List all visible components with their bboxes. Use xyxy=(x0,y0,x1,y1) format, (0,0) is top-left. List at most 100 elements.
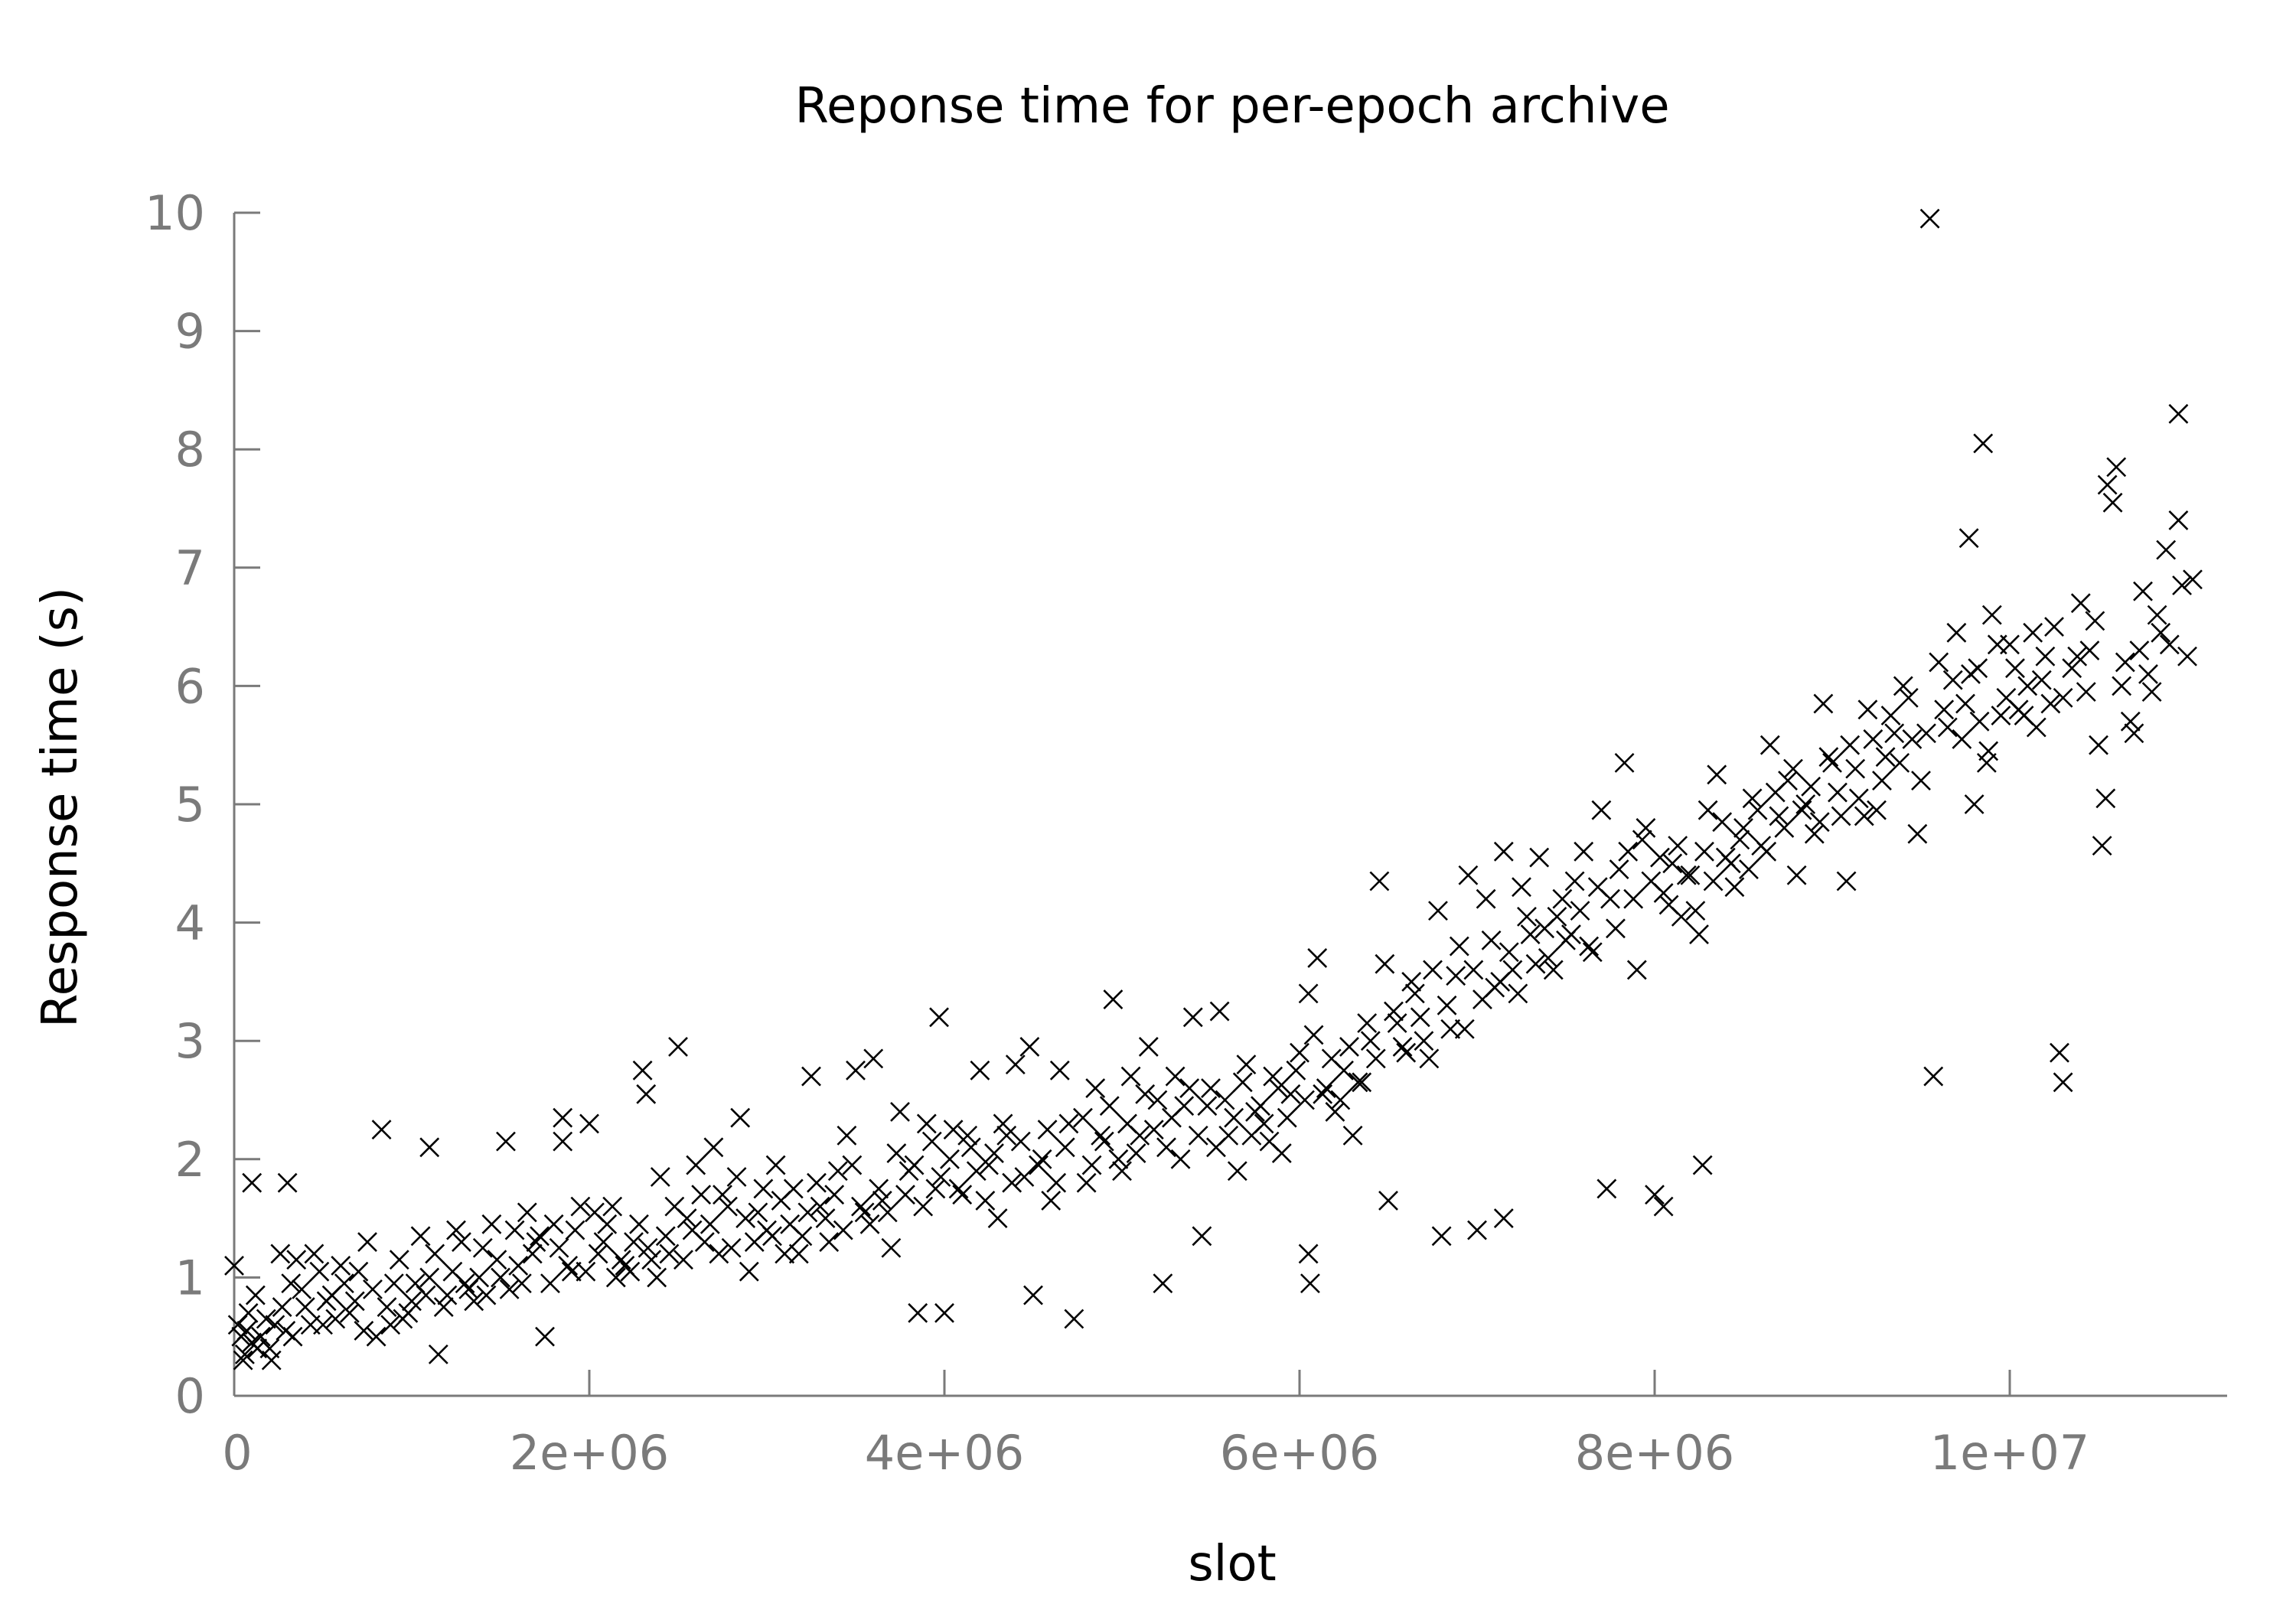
data-point xyxy=(2062,658,2082,679)
data-point xyxy=(433,1297,454,1317)
data-point xyxy=(256,1309,276,1329)
data-point xyxy=(2076,682,2096,702)
data-point xyxy=(730,1107,751,1128)
data-point xyxy=(419,1137,440,1158)
data-point xyxy=(1041,1190,1062,1211)
data-point xyxy=(1902,729,1923,749)
data-point xyxy=(739,1261,759,1282)
data-point xyxy=(1946,622,1967,643)
data-point xyxy=(1958,528,1979,549)
data-point xyxy=(1911,771,1931,790)
data-point xyxy=(2044,617,2064,637)
y-tick-label: 3 xyxy=(175,1013,205,1069)
data-point xyxy=(1929,652,1949,673)
data-point xyxy=(508,1256,529,1276)
data-point xyxy=(1632,830,1652,850)
data-point xyxy=(2120,711,2141,732)
data-point xyxy=(895,1185,915,1205)
data-point xyxy=(851,1196,871,1217)
data-point xyxy=(2156,539,2177,560)
data-point xyxy=(250,1326,271,1347)
data-point xyxy=(1848,788,1869,809)
data-point xyxy=(1481,930,1502,950)
data-point xyxy=(504,1220,525,1240)
data-point xyxy=(1396,1042,1417,1063)
x-tick-label: 8e+06 xyxy=(1575,1425,1734,1481)
data-point xyxy=(464,1291,484,1312)
data-point xyxy=(579,1113,599,1134)
data-point xyxy=(682,1220,703,1240)
data-point xyxy=(2005,658,2025,679)
data-point xyxy=(565,1220,585,1240)
data-point xyxy=(2067,646,2088,667)
data-point xyxy=(872,1190,892,1211)
data-point xyxy=(1348,1072,1368,1093)
data-point xyxy=(469,1267,490,1288)
data-point xyxy=(753,1178,774,1199)
y-tick-label: 5 xyxy=(175,777,205,833)
data-point xyxy=(2102,492,2123,513)
data-point xyxy=(1330,1090,1351,1110)
data-point xyxy=(842,1155,863,1175)
data-point xyxy=(1143,1120,1164,1140)
data-point xyxy=(1836,871,1857,892)
data-point xyxy=(1268,1078,1289,1098)
data-point xyxy=(1156,1137,1176,1158)
data-point xyxy=(1813,693,1834,714)
data-point xyxy=(1423,960,1443,980)
data-point xyxy=(316,1291,337,1312)
data-point xyxy=(1197,1096,1218,1116)
data-point xyxy=(1662,853,1683,874)
data-point xyxy=(1769,806,1789,826)
data-point xyxy=(561,1261,582,1282)
data-point xyxy=(1232,1072,1253,1093)
data-point xyxy=(2085,611,2105,631)
data-point xyxy=(1792,800,1812,820)
data-point xyxy=(957,1125,978,1146)
data-point xyxy=(2070,593,2091,614)
data-point xyxy=(1209,1001,1230,1022)
data-point xyxy=(966,1161,987,1182)
data-point xyxy=(292,1279,312,1299)
data-point xyxy=(1206,1137,1226,1158)
data-point xyxy=(437,1285,458,1305)
data-point xyxy=(1730,830,1750,850)
data-point xyxy=(522,1244,543,1264)
data-point xyxy=(1259,1131,1280,1152)
data-point xyxy=(476,1285,497,1305)
y-tick-label: 0 xyxy=(175,1368,205,1424)
data-point xyxy=(389,1250,409,1270)
data-point xyxy=(1747,800,1768,820)
data-point xyxy=(2141,682,2162,702)
data-point xyxy=(300,1315,321,1335)
data-point xyxy=(1369,871,1390,892)
data-point xyxy=(1251,1096,1270,1116)
data-point xyxy=(481,1214,502,1234)
data-point xyxy=(1286,1060,1306,1081)
data-point xyxy=(2035,646,2056,667)
data-point xyxy=(1316,1078,1336,1098)
data-point xyxy=(245,1285,266,1305)
data-point xyxy=(2129,641,2150,660)
data-point xyxy=(833,1220,853,1240)
data-point xyxy=(788,1244,809,1264)
data-point xyxy=(1828,782,1848,803)
data-point xyxy=(334,1273,354,1294)
data-point xyxy=(641,1250,662,1270)
data-point xyxy=(2138,664,2158,684)
data-point xyxy=(1342,1125,1363,1146)
data-point xyxy=(984,1143,1004,1163)
data-point xyxy=(1365,1048,1386,1069)
data-point xyxy=(2040,693,2061,714)
data-point xyxy=(636,1084,657,1104)
data-point xyxy=(1517,906,1537,927)
data-point xyxy=(272,1297,292,1317)
data-point xyxy=(1636,818,1656,838)
y-tick-label: 8 xyxy=(175,422,205,478)
data-point xyxy=(1188,1125,1208,1146)
data-point xyxy=(1357,1013,1378,1033)
y-tick-label: 9 xyxy=(175,304,205,360)
data-point xyxy=(1032,1149,1052,1169)
data-point xyxy=(540,1273,560,1294)
